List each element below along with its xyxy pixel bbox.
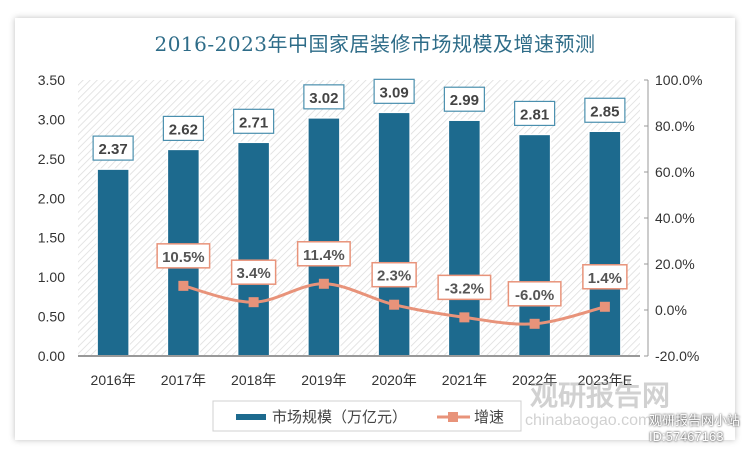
growth-data-label-box — [437, 274, 492, 301]
bar-data-label-box — [162, 115, 204, 141]
bar-data-label-box — [373, 78, 415, 104]
bar-data-label-box — [92, 135, 134, 161]
growth-data-label-box — [507, 281, 562, 307]
chart-title: 2016-2023年中国家居装修市场规模及增速预测 — [154, 32, 596, 56]
growth-data-label-box — [296, 241, 351, 267]
bar-data-label: 3.02 — [309, 90, 338, 107]
plot-area — [78, 80, 640, 356]
growth-data-label-box — [230, 259, 277, 285]
y-right-tick-label: 60.0% — [655, 164, 695, 180]
growth-data-label: -6.0% — [515, 287, 554, 304]
y-left-tick-label: 3.00 — [38, 111, 65, 127]
bar-data-label-box — [233, 108, 275, 134]
y-left-tick-label: 0.00 — [38, 348, 65, 364]
x-tick-label: 2017年 — [161, 372, 206, 388]
x-tick-label: 2018年 — [231, 372, 276, 388]
growth-data-label: 1.4% — [588, 270, 622, 287]
bar-data-label-box — [443, 86, 485, 112]
legend-swatch-marker — [448, 412, 458, 422]
y-right-tick-label: 20.0% — [655, 256, 695, 272]
growth-data-label: -3.2% — [445, 280, 484, 297]
y-left-tick-label: 1.00 — [38, 269, 65, 285]
growth-data-label-box — [371, 261, 417, 288]
y-left-tick-label: 3.50 — [38, 72, 65, 88]
legend-swatch-bar — [236, 414, 266, 420]
growth-marker — [248, 297, 259, 308]
growth-marker — [389, 299, 400, 310]
watermark-site: chinabaogao.com — [525, 412, 651, 429]
y-right-tick-label: 80.0% — [655, 118, 695, 134]
bar-data-label: 2.99 — [450, 92, 479, 109]
watermark-account: 观研报告网小站 ID:57467163 — [648, 413, 740, 444]
growth-marker — [318, 278, 329, 289]
legend-label-bar: 市场规模（万亿元） — [272, 409, 407, 426]
bar-data-label-box — [303, 84, 345, 110]
bar — [96, 168, 130, 357]
x-tick-label: 2020年 — [372, 372, 417, 388]
growth-data-label: 11.4% — [303, 247, 345, 264]
bar-data-label: 2.37 — [99, 141, 128, 158]
growth-data-label-box — [156, 243, 211, 269]
growth-data-label: 10.5% — [162, 249, 205, 266]
growth-data-label-box — [582, 264, 628, 290]
bar-data-label: 2.81 — [520, 106, 549, 123]
y-left-tick-label: 2.50 — [38, 151, 65, 167]
x-tick-label: 2016年 — [91, 372, 136, 388]
growth-marker — [459, 312, 470, 323]
bar-data-label-box — [514, 100, 556, 127]
growth-marker — [529, 318, 540, 329]
y-right-tick-label: -20.0% — [655, 348, 699, 364]
growth-data-label: 2.3% — [377, 268, 411, 285]
legend-label-line: 增速 — [474, 409, 504, 426]
bar — [588, 130, 622, 357]
bar-data-label: 2.62 — [169, 121, 198, 138]
bar — [377, 111, 411, 357]
y-left-tick-label: 0.50 — [38, 309, 65, 325]
growth-marker — [178, 280, 189, 291]
y-left-tick-label: 1.50 — [38, 230, 65, 246]
bar — [236, 141, 271, 357]
growth-data-label: 3.4% — [237, 265, 271, 282]
x-tick-label: 2019年 — [301, 372, 346, 388]
x-tick-label: 2022年 — [512, 372, 557, 388]
x-tick-label: 2021年 — [442, 372, 487, 388]
bar-data-label-box — [584, 97, 626, 123]
watermark-logo: 观研报告网 — [530, 380, 670, 411]
bar-data-label: 2.71 — [239, 114, 268, 131]
y-right-tick-label: 0.0% — [655, 302, 687, 318]
y-right-tick-label: 100.0% — [655, 72, 702, 88]
y-right-tick-label: 40.0% — [655, 210, 695, 226]
bar-data-label: 2.85 — [590, 103, 619, 120]
y-left-tick-label: 2.00 — [38, 190, 65, 206]
x-tick-label: 2023年E — [578, 372, 632, 388]
bar-data-label: 3.09 — [380, 84, 409, 101]
bar — [307, 117, 341, 357]
growth-marker — [599, 301, 610, 312]
